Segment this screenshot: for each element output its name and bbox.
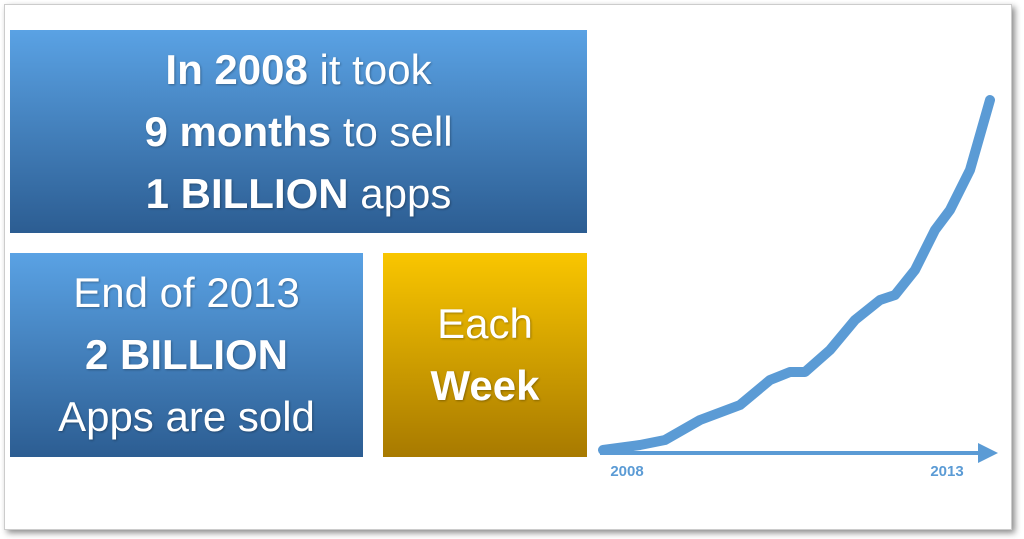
text-segment: End of 2013 xyxy=(73,269,300,316)
stat-box: In 2008 it took 9 months to sell 1 BILLION… xyxy=(10,30,587,233)
stat-box: Each Week xyxy=(383,253,587,457)
text-line: 9 months to sell xyxy=(144,101,452,163)
axis-end-label: 2013 xyxy=(930,463,963,480)
text-segment: to sell xyxy=(342,107,453,155)
text-line: In 2008 it took xyxy=(165,39,431,101)
stat-box: End of 2013 2 BILLION Apps are sold xyxy=(10,253,363,457)
text-segment: Week xyxy=(430,362,540,409)
text-line: Each xyxy=(437,293,533,355)
text-segment: 9 months xyxy=(144,107,332,155)
axis-arrow xyxy=(978,443,998,463)
text-segment: 2 BILLION xyxy=(84,331,288,378)
text-line: End of 2013 xyxy=(73,262,300,324)
text-segment: Each xyxy=(437,300,533,347)
text-segment: Apps are sold xyxy=(58,393,315,440)
axis-start-label: 2008 xyxy=(610,463,643,480)
text-line: 2 BILLION xyxy=(85,324,288,386)
text-line: 1 BILLION apps xyxy=(146,163,452,225)
text-segment: In 2008 xyxy=(165,45,308,93)
text-segment: it took xyxy=(319,45,432,93)
text-line: Week xyxy=(431,355,540,417)
trend-line xyxy=(598,95,995,455)
text-segment: 1 BILLION xyxy=(145,169,349,217)
text-line: Apps are sold xyxy=(58,386,315,448)
text-segment: apps xyxy=(360,169,452,217)
